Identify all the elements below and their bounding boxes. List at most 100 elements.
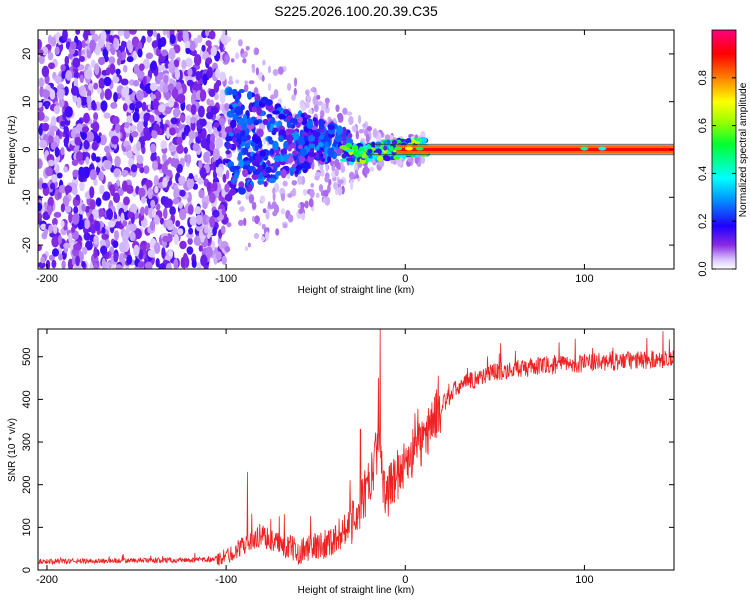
heatmap-cell: [38, 54, 45, 65]
snr-panel: -200 -100 0 100 0 100 200 300 400 500 Height of s…: [7, 328, 675, 596]
heatmap-cell: [189, 40, 196, 52]
y-tick-label: 200: [21, 476, 33, 494]
heatmap-cell: [280, 168, 287, 179]
heatmap-cell: [310, 87, 316, 92]
heatmap-cell: [167, 62, 175, 69]
heatmap-cell: [64, 55, 70, 66]
heatmap-cell: [188, 227, 194, 235]
colorbar-tick-label: 0.2: [697, 214, 709, 229]
heatmap-cell: [303, 135, 308, 142]
heatmap-cell: [129, 102, 136, 111]
heatmap-cell: [273, 204, 280, 214]
heatmap-cell: [187, 237, 193, 245]
heatmap-cell: [165, 263, 172, 269]
heatmap-cell: [162, 153, 167, 162]
heatmap-cell: [84, 218, 90, 230]
heatmap-cell: [206, 98, 211, 106]
heatmap-cell: [233, 142, 240, 147]
heatmap-cell: [38, 244, 43, 252]
heatmap-cell: [238, 39, 243, 47]
heatmap-cell: [347, 132, 353, 139]
heatmap-cell: [148, 114, 155, 123]
heatmap-cell: [179, 208, 187, 221]
heatmap-cell: [257, 141, 263, 149]
heatmap-cell: [163, 106, 172, 115]
heatmap-cell: [206, 111, 214, 120]
heatmap-cell: [105, 67, 111, 76]
heatmap-cell: [215, 136, 224, 149]
y-tick-label: 0: [21, 146, 33, 152]
heatmap-cell: [310, 182, 315, 188]
heatmap-cell: [109, 184, 116, 197]
heatmap-cell: [189, 216, 197, 226]
heatmap-cell: [64, 185, 73, 194]
heatmap-cell: [144, 205, 149, 216]
heatmap-cell: [158, 263, 167, 269]
heatmap-cell: [89, 30, 96, 36]
heatmap-cell: [273, 164, 278, 172]
heatmap-cell: [64, 106, 73, 118]
heatmap-cell: [133, 63, 140, 75]
heatmap-cell: [38, 261, 46, 269]
heatmap-cell: [238, 159, 244, 169]
heatmap-cell: [152, 98, 160, 111]
heatmap-cell: [60, 64, 66, 72]
y-tick-label: 20: [21, 48, 33, 60]
heatmap-cell: [113, 192, 120, 204]
spectrogram-xlabel: Height of straight line (km): [298, 285, 415, 296]
heatmap-cell: [54, 46, 60, 55]
snr-ylabel: SNR (10 * v/v): [7, 418, 18, 482]
heatmap-cell: [287, 157, 294, 164]
heatmap-cell: [334, 158, 340, 168]
heatmap-cell: [123, 196, 130, 206]
heatmap-cell: [163, 74, 169, 84]
heatmap-cell: [53, 211, 62, 218]
heatmap-cell: [298, 154, 305, 164]
heatmap-cell: [108, 130, 114, 138]
heatmap-cell: [205, 246, 213, 258]
heatmap-cell: [327, 147, 335, 157]
heatmap-cell: [355, 130, 359, 140]
heatmap-cell: [299, 148, 307, 157]
colorbar-ticks: 0.0 0.2 0.4 0.6 0.8: [697, 70, 736, 277]
heatmap-cell: [224, 193, 233, 202]
colorbar-tick-label: 0.8: [697, 70, 709, 85]
heatmap-cell: [172, 198, 180, 205]
spectrogram-heatmap: [38, 30, 674, 269]
heatmap-cell: [197, 105, 205, 118]
heatmap-cell: [215, 79, 222, 87]
y-tick-label: 500: [21, 348, 33, 366]
heatmap-cell: [308, 143, 316, 149]
heatmap-cell: [78, 55, 85, 62]
heatmap-cell: [275, 228, 280, 236]
heatmap-cell: [324, 175, 330, 183]
heatmap-cell: [108, 56, 116, 65]
heatmap-cell: [149, 220, 156, 231]
heatmap-cell: [68, 232, 73, 244]
heatmap-cell: [261, 75, 265, 82]
heatmap-cell: [224, 183, 230, 193]
y-tick-label: -20: [21, 237, 33, 253]
heatmap-cell: [194, 206, 202, 215]
heatmap-cell: [226, 88, 233, 96]
heatmap-cell: [58, 253, 63, 261]
heatmap-cell: [81, 151, 87, 161]
heatmap-cell: [104, 238, 111, 249]
heatmap-cell: [129, 203, 138, 215]
heatmap-cell: [125, 94, 130, 106]
heatmap-cell: [60, 220, 65, 228]
heatmap-cell: [243, 83, 249, 93]
heatmap-cell: [161, 163, 168, 175]
heatmap-cell: [221, 129, 227, 140]
heatmap-cell: [233, 172, 239, 180]
heatmap-cell: [254, 144, 259, 152]
heatmap-cell: [86, 131, 95, 143]
heatmap-cell: [170, 117, 179, 125]
heatmap-cell: [51, 236, 60, 248]
heatmap-cell: [62, 30, 68, 41]
heatmap-cell: [181, 131, 186, 141]
heatmap-cell: [125, 144, 132, 151]
heatmap-cell: [154, 185, 159, 194]
heatmap-cell: [273, 155, 281, 163]
